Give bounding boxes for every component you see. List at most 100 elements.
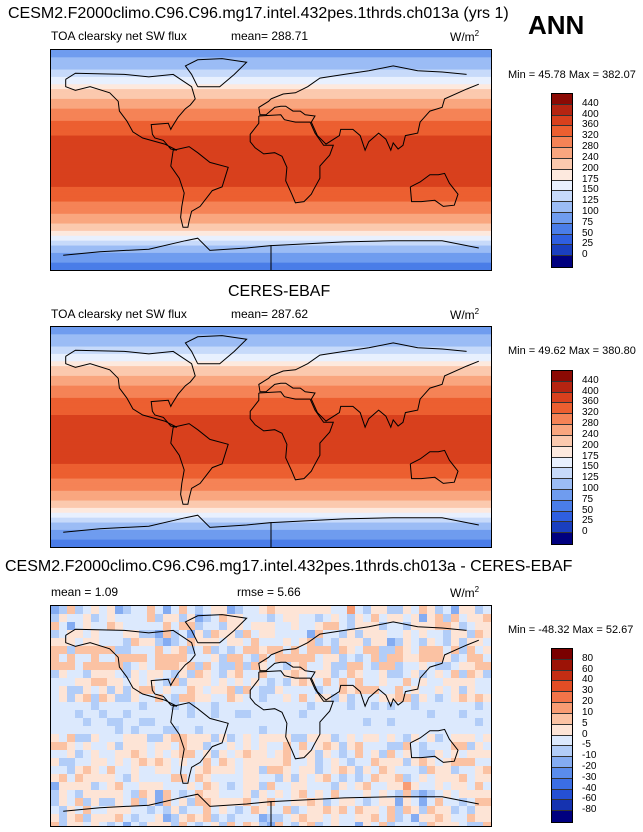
anomaly-cell <box>235 654 243 662</box>
anomaly-cell <box>371 662 379 670</box>
contour-band <box>51 380 491 384</box>
anomaly-cell <box>467 670 475 678</box>
anomaly-cell <box>323 622 331 630</box>
anomaly-cell <box>379 646 387 654</box>
anomaly-cell <box>419 798 427 806</box>
anomaly-cell <box>339 790 347 798</box>
anomaly-cell <box>459 710 467 718</box>
anomaly-cell <box>51 686 59 694</box>
anomaly-cell <box>91 742 99 750</box>
anomaly-cell <box>283 662 291 670</box>
anomaly-cell <box>411 774 419 782</box>
anomaly-cell <box>235 766 243 774</box>
colorbar-segment <box>552 649 572 660</box>
contour-band <box>51 459 491 463</box>
colorbar-tick-label: 20 <box>582 696 594 708</box>
anomaly-cell <box>219 766 227 774</box>
anomaly-cell <box>179 630 187 638</box>
anomaly-cell <box>211 806 219 814</box>
anomaly-cell <box>355 758 363 766</box>
anomaly-cell <box>211 662 219 670</box>
contour-band <box>51 59 491 63</box>
anomaly-cell <box>139 766 147 774</box>
contour-band <box>51 424 491 428</box>
anomaly-cell <box>107 630 115 638</box>
anomaly-cell <box>219 758 227 766</box>
anomaly-cell <box>179 638 187 646</box>
anomaly-cell <box>363 750 371 758</box>
anomaly-cell <box>139 646 147 654</box>
contour-band <box>51 488 491 492</box>
anomaly-cell <box>291 742 299 750</box>
anomaly-cell <box>171 726 179 734</box>
anomaly-cell <box>211 734 219 742</box>
coastline <box>270 65 467 100</box>
contour-band <box>51 512 491 516</box>
anomaly-cell <box>403 670 411 678</box>
anomaly-cell <box>123 654 131 662</box>
anomaly-cell <box>219 694 227 702</box>
anomaly-cell <box>179 694 187 702</box>
anomaly-cell <box>315 758 323 766</box>
anomaly-cell <box>419 702 427 710</box>
anomaly-cell <box>123 694 131 702</box>
contour-band <box>51 517 491 521</box>
anomaly-cell <box>139 774 147 782</box>
anomaly-cell <box>147 614 155 622</box>
contour-band <box>51 383 491 387</box>
colorbar-segment <box>552 425 572 436</box>
anomaly-cell <box>251 718 259 726</box>
anomaly-cell <box>451 654 459 662</box>
anomaly-cell <box>211 814 219 822</box>
anomaly-cell <box>411 702 419 710</box>
anomaly-cell <box>67 678 75 686</box>
anomaly-cell <box>339 750 347 758</box>
anomaly-cell <box>283 630 291 638</box>
anomaly-cell <box>427 702 435 710</box>
colorbar-tick-label: 150 <box>582 184 599 196</box>
contour-band <box>51 363 491 367</box>
contour-band <box>51 498 491 502</box>
anomaly-cell <box>403 622 411 630</box>
anomaly-cell <box>467 782 475 790</box>
anomaly-cell <box>307 710 315 718</box>
anomaly-cell <box>467 806 475 814</box>
colorbar-segment <box>552 148 572 159</box>
anomaly-cell <box>355 822 363 826</box>
anomaly-cell <box>75 686 83 694</box>
anomaly-cell <box>115 670 123 678</box>
colorbar-segment <box>552 245 572 257</box>
anomaly-cell <box>267 614 275 622</box>
anomaly-cell <box>435 758 443 766</box>
anomaly-cell <box>331 774 339 782</box>
contour-band <box>51 507 491 511</box>
colorbar-tick-label: 280 <box>582 418 599 430</box>
anomaly-cell <box>419 726 427 734</box>
anomaly-cell <box>147 718 155 726</box>
anomaly-cell <box>395 790 403 798</box>
contour-band <box>51 476 491 480</box>
anomaly-cell <box>179 614 187 622</box>
anomaly-cell <box>75 718 83 726</box>
anomaly-cell <box>459 750 467 758</box>
anomaly-cell <box>395 638 403 646</box>
anomaly-cell <box>331 694 339 702</box>
anomaly-cell <box>123 638 131 646</box>
contour-band <box>51 145 491 149</box>
anomaly-cell <box>435 622 443 630</box>
contour-band <box>51 463 491 467</box>
map-plot-diff <box>50 605 492 827</box>
anomaly-cell <box>395 686 403 694</box>
anomaly-cell <box>339 710 347 718</box>
anomaly-cell <box>323 702 331 710</box>
anomaly-cell <box>403 694 411 702</box>
anomaly-cell <box>107 702 115 710</box>
contour-band <box>51 344 491 348</box>
anomaly-cell <box>275 710 283 718</box>
anomaly-cell <box>107 686 115 694</box>
anomaly-cell <box>75 670 83 678</box>
anomaly-cell <box>275 678 283 686</box>
contour-band <box>51 331 491 335</box>
anomaly-cell <box>283 806 291 814</box>
anomaly-cell <box>75 646 83 654</box>
